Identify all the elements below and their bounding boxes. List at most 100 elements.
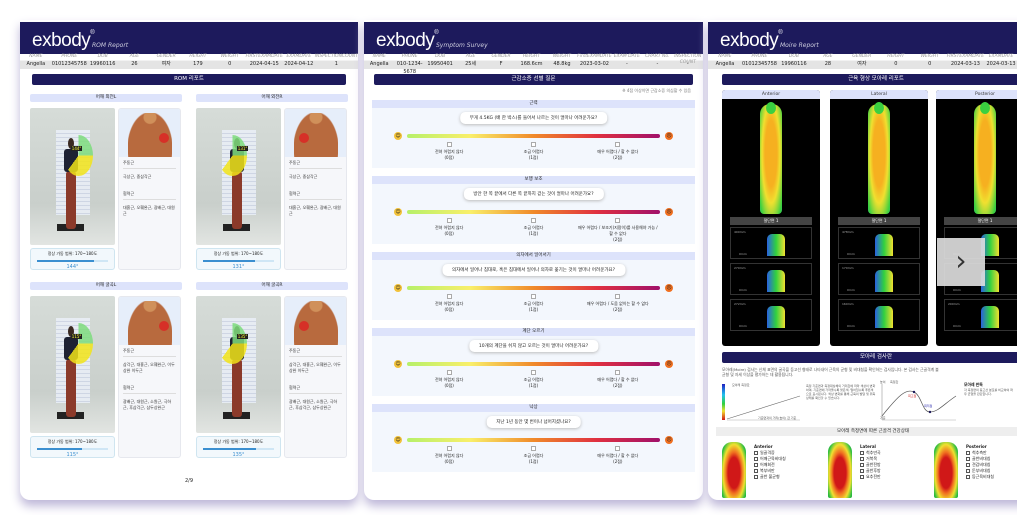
answer-checkbox[interactable] <box>446 446 452 451</box>
divider <box>289 356 342 357</box>
info-value: 19950401 <box>427 61 453 67</box>
moire-body-image <box>974 102 996 214</box>
checkbox[interactable] <box>754 463 758 467</box>
answer-checkbox[interactable] <box>615 446 621 451</box>
angle-wedge <box>64 323 93 365</box>
answer-checkbox[interactable] <box>446 294 452 299</box>
checklist-item[interactable]: 복부비만 <box>754 468 786 474</box>
card-title: 어깨 굴곡R <box>196 282 348 290</box>
moire-view-panel: Anterior 절단면 1 400mm 0mm 270mm 0mm 272mm 0mm <box>722 90 820 346</box>
difficulty-gradient <box>407 134 660 138</box>
checklist-item[interactable]: 견갑비대칭 <box>966 462 994 468</box>
answer-checkbox[interactable] <box>530 142 536 147</box>
info-cell: AGE 28 <box>811 54 845 69</box>
checklist-item[interactable]: 척추만곡 <box>860 450 881 456</box>
info-cell: EXAMDATE 2024-04-12 <box>283 54 315 69</box>
answer-checkbox[interactable] <box>530 218 536 223</box>
checklist-item[interactable]: 골반비대칭 <box>966 456 994 462</box>
info-cell: NAME Angella <box>708 54 742 69</box>
answer-option[interactable]: 전혀 어렵지 않다 (0점) <box>407 370 491 389</box>
answer-checkbox[interactable] <box>530 446 536 451</box>
answer-checkbox[interactable] <box>615 218 621 223</box>
answer-option[interactable]: 매우 어렵다 / 보조기(지팡이)를 사용해야 가능 / 할 수 없다 (2점) <box>576 218 660 243</box>
answer-checkbox[interactable] <box>615 370 621 375</box>
answer-option[interactable]: 전혀 어렵지 않다 (0점) <box>407 294 491 313</box>
answer-option[interactable]: 조금 어렵다 (1점) <box>491 218 575 243</box>
answer-option[interactable]: 조금 어렵다 (1점) <box>491 142 575 161</box>
difficulty-gradient <box>407 362 660 366</box>
info-value: 010-1234-5678 <box>396 61 423 75</box>
checkbox[interactable] <box>966 457 970 461</box>
option-label: 매우 어렵다 / 할 수 없다 <box>597 453 639 458</box>
answer-checkbox[interactable] <box>615 294 621 299</box>
checklist-item[interactable]: 거북목 <box>860 456 881 462</box>
info-value: 179 <box>193 61 203 67</box>
scale-line <box>726 395 801 420</box>
info-value: 2024-04-12 <box>284 61 314 67</box>
checkbox[interactable] <box>754 475 758 479</box>
answer-option[interactable]: 전혀 어렵지 않다 (0점) <box>407 218 491 243</box>
checkbox[interactable] <box>754 457 758 461</box>
info-label: PHONE <box>401 54 418 59</box>
checkbox[interactable] <box>966 463 970 467</box>
answer-checkbox[interactable] <box>530 294 536 299</box>
checklist-item[interactable]: 등근육비대칭 <box>966 474 994 480</box>
curve-label-height: 높이 <box>880 380 886 384</box>
checkbox[interactable] <box>860 451 864 455</box>
info-cell: EXAM DATE - <box>612 54 642 69</box>
answer-option[interactable]: 매우 어렵다 / 할 수 없다 (2점) <box>576 370 660 389</box>
next-slide-button[interactable]: › <box>937 238 985 286</box>
chart-description: 측정 기준면과 측정대상체의 거리값에 따라 색상이 변화하며, 기준면에 가까… <box>806 384 876 400</box>
answer-checkbox[interactable] <box>446 142 452 147</box>
answer-option[interactable]: 조금 어렵다 (1점) <box>491 294 575 313</box>
answer-checkbox[interactable] <box>446 370 452 375</box>
checkbox[interactable] <box>966 469 970 473</box>
answer-option[interactable]: 조금 어렵다 (1점) <box>491 370 575 389</box>
checklist-item[interactable]: 골반후방 <box>860 468 881 474</box>
checklist-item[interactable]: 골반 불균형 <box>754 474 786 480</box>
highlighted-muscle <box>299 321 309 331</box>
checkbox[interactable] <box>860 469 864 473</box>
option-label: 전혀 어렵지 않다 <box>435 149 464 154</box>
checkbox[interactable] <box>966 451 970 455</box>
info-value: 28 <box>824 61 832 67</box>
assist-muscle-label: 협력근 <box>123 385 135 390</box>
profile-zero-label: 0mm <box>847 252 855 256</box>
checklist-item[interactable]: 어깨근육비대칭 <box>754 456 786 462</box>
difficulty-gradient <box>407 438 660 442</box>
checklist-label: 골반 불균형 <box>760 474 780 479</box>
option-label: 조금 어렵다 <box>523 149 544 154</box>
checklist-item[interactable]: 요추전만 <box>860 474 881 480</box>
checklist-item[interactable]: 골반전방 <box>860 462 881 468</box>
checklist-item[interactable]: 어깨회전 <box>754 462 786 468</box>
checklist-item[interactable]: 일골격증 <box>754 450 786 456</box>
range-fill <box>37 448 83 450</box>
answer-option[interactable]: 매우 어렵다 / 할 수 없다 (2점) <box>576 446 660 465</box>
checklist-label: 견갑비대칭 <box>972 462 991 467</box>
answer-checkbox[interactable] <box>446 218 452 223</box>
curve-label-trough: 최저점 <box>924 404 933 408</box>
checkbox[interactable] <box>754 469 758 473</box>
moire-curve-chart <box>881 384 957 421</box>
checkbox[interactable] <box>754 451 758 455</box>
info-value: 01012345758 <box>51 61 87 67</box>
checkbox[interactable] <box>966 475 970 479</box>
answer-option[interactable]: 전혀 어렵지 않다 (0점) <box>407 142 491 161</box>
checkbox[interactable] <box>860 457 864 461</box>
answer-option[interactable]: 전혀 어렵지 않다 (0점) <box>407 446 491 465</box>
profile-zero-label: 0mm <box>953 324 961 328</box>
frown-face-icon: ☹ <box>665 208 673 216</box>
view-title: Anterior <box>722 90 820 99</box>
answer-checkbox[interactable] <box>530 370 536 375</box>
checklist-item[interactable]: 둔부비대칭 <box>966 468 994 474</box>
checkbox[interactable] <box>860 475 864 479</box>
answer-option[interactable]: 조금 어렵다 (1점) <box>491 446 575 465</box>
assist-muscle-text: 광배근, 대원근, 소원근, 극하근, 후삼각근, 삼두상완근 <box>289 399 338 410</box>
checklist-title: Anterior <box>754 444 773 449</box>
checkbox[interactable] <box>860 463 864 467</box>
answer-checkbox[interactable] <box>615 142 621 147</box>
option-score: (1점) <box>528 231 539 236</box>
answer-option[interactable]: 매우 어렵다 / 도움 없이는 할 수 없다 (2점) <box>576 294 660 313</box>
answer-option[interactable]: 매우 어렵다 / 할 수 없다 (2점) <box>576 142 660 161</box>
checklist-item[interactable]: 척추측만 <box>966 450 994 456</box>
